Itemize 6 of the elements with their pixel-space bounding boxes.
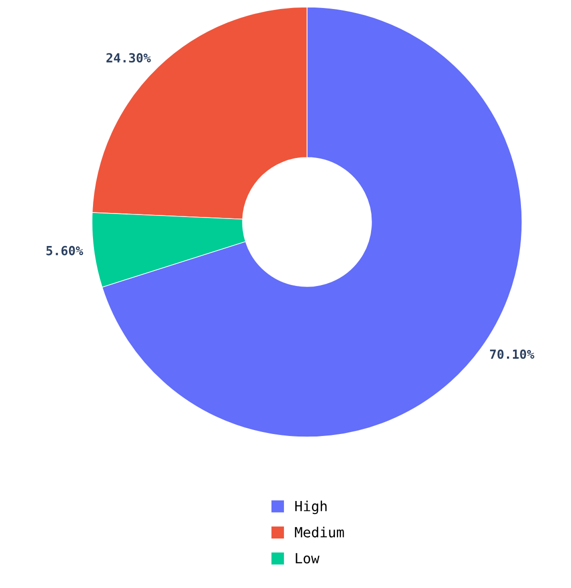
legend-label: Medium <box>294 526 344 538</box>
legend-label: Low <box>296 553 320 564</box>
data-label: 70.10% <box>490 349 534 359</box>
data-label: 5.60% <box>46 246 84 256</box>
legend-label: High <box>295 500 327 514</box>
data-label: 24.30% <box>106 53 151 63</box>
